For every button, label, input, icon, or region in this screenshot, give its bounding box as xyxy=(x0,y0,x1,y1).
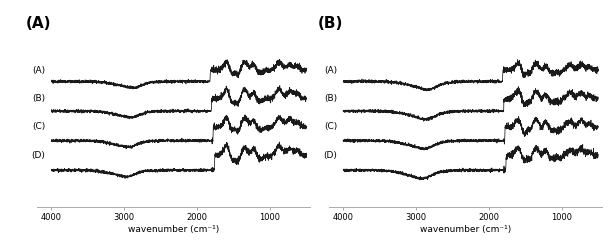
Text: (B): (B) xyxy=(33,94,45,103)
Text: (B): (B) xyxy=(317,16,343,31)
Text: (A): (A) xyxy=(33,66,45,75)
Text: (C): (C) xyxy=(33,122,45,132)
Text: (B): (B) xyxy=(324,94,337,103)
Text: (A): (A) xyxy=(26,16,52,31)
Text: (A): (A) xyxy=(324,66,337,75)
Text: (D): (D) xyxy=(32,151,45,160)
X-axis label: wavenumber (cm⁻¹): wavenumber (cm⁻¹) xyxy=(128,225,219,234)
X-axis label: wavenumber (cm⁻¹): wavenumber (cm⁻¹) xyxy=(419,225,511,234)
Text: (D): (D) xyxy=(324,151,337,160)
Text: (C): (C) xyxy=(324,122,337,132)
